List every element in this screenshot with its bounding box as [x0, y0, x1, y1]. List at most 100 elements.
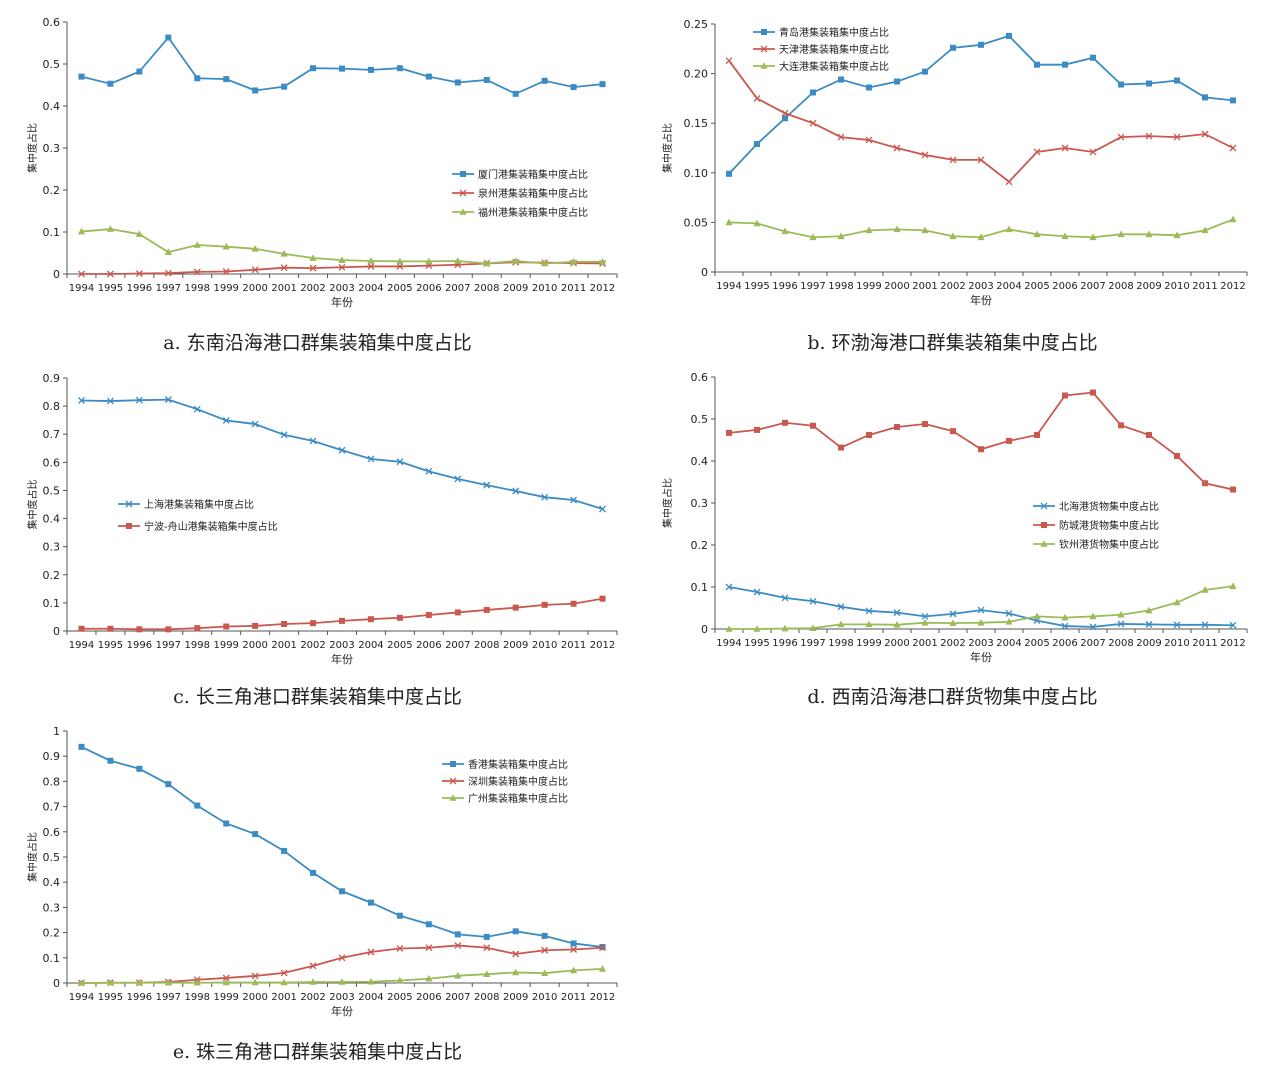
- data-point: [541, 77, 548, 84]
- data-point: [541, 946, 549, 954]
- data-point: [782, 115, 788, 122]
- x-tick-label: 1995: [744, 281, 769, 292]
- y-tick-label: 0.5: [43, 58, 61, 71]
- x-tick-label: 1995: [744, 638, 769, 649]
- data-point: [1174, 452, 1180, 459]
- data-point: [1173, 231, 1181, 239]
- data-point: [280, 264, 288, 272]
- x-tick-label: 1996: [772, 281, 797, 292]
- x-tick-label: 2000: [242, 992, 267, 1003]
- x-tick-label: 1994: [716, 281, 741, 292]
- y-tick-label: 0: [53, 977, 60, 990]
- data-point: [222, 974, 230, 982]
- data-point: [1173, 598, 1181, 606]
- data-point: [598, 965, 607, 972]
- data-point: [251, 266, 259, 274]
- x-tick-label: 2009: [1136, 281, 1161, 292]
- x-tick-label: 1999: [856, 281, 881, 292]
- x-tick-label: 2002: [940, 638, 965, 649]
- data-point: [165, 626, 172, 633]
- y-tick-label: 0.4: [43, 513, 61, 526]
- data-point: [193, 241, 201, 248]
- x-tick-label: 2006: [416, 640, 441, 651]
- data-point: [425, 611, 432, 618]
- data-point: [135, 978, 143, 986]
- line-chart-d: 0 0.1 0.2 0.3 0.4 0.5 0.6 1994 1995 1996 1997 1998 1…: [661, 371, 1248, 664]
- data-point: [809, 624, 817, 631]
- y-tick-label: 0.9: [43, 750, 61, 763]
- x-tick-label: 1997: [156, 283, 181, 294]
- x-tick-label: 2002: [300, 640, 325, 651]
- x-tick-label: 2004: [358, 640, 383, 651]
- chart-caption-b: b. 环渤海港口群集装箱集中度占比: [807, 332, 1098, 354]
- data-point: [165, 34, 172, 41]
- data-point: [135, 230, 143, 237]
- data-point: [223, 820, 230, 827]
- data-point: [753, 219, 761, 227]
- x-tick-label: 2010: [532, 283, 557, 294]
- data-point: [454, 475, 462, 483]
- y-tick-label: 0.1: [691, 581, 709, 594]
- legend-label: 广州集装箱集中度占比: [468, 792, 568, 805]
- data-point: [1146, 80, 1152, 87]
- x-tick-label: 2006: [1052, 281, 1077, 292]
- data-point: [837, 232, 845, 240]
- data-point: [1201, 586, 1209, 593]
- data-point: [396, 976, 404, 984]
- x-tick-label: 1997: [156, 992, 181, 1003]
- x-tick-label: 1995: [98, 640, 123, 651]
- data-point: [569, 966, 578, 974]
- legend-marker: [1040, 540, 1048, 547]
- data-point: [338, 263, 346, 271]
- data-point: [338, 446, 346, 454]
- data-point: [222, 416, 230, 424]
- data-point: [810, 89, 816, 96]
- legend-entry-3: 钦州港货物集中度占比: [1033, 538, 1159, 551]
- data-point: [251, 972, 259, 980]
- data-point: [1062, 392, 1068, 399]
- data-point: [977, 618, 985, 626]
- data-point: [1118, 81, 1124, 88]
- data-point: [1061, 144, 1069, 152]
- legend-marker: [126, 523, 132, 529]
- x-tick-label: 1995: [98, 992, 123, 1003]
- data-point: [1230, 486, 1236, 493]
- x-tick-label: 1996: [127, 640, 152, 651]
- x-tick-label: 2012: [1220, 281, 1245, 292]
- data-point: [570, 600, 577, 607]
- data-point: [512, 968, 520, 976]
- legend-label: 厦门港集装箱集中度占比: [478, 168, 588, 181]
- legend-label: 香港集装箱集中度占比: [468, 758, 568, 771]
- data-point: [838, 444, 844, 451]
- data-point: [338, 978, 346, 985]
- legend-marker: [761, 29, 767, 35]
- y-tick-label: 0.2: [691, 539, 709, 552]
- x-tick-label: 1998: [828, 638, 853, 649]
- data-point: [1173, 621, 1181, 629]
- series-3: [725, 215, 1237, 241]
- data-point: [949, 156, 957, 164]
- data-point: [599, 944, 606, 952]
- data-point: [106, 225, 115, 232]
- series-1: [78, 743, 606, 950]
- data-point: [367, 977, 375, 985]
- x-tick-label: 2003: [329, 283, 354, 294]
- data-point: [512, 928, 519, 935]
- legend-marker: [1041, 522, 1047, 528]
- data-point: [726, 170, 732, 177]
- legend-marker: [760, 45, 768, 53]
- data-point: [193, 268, 201, 276]
- x-tick-label: 2000: [242, 283, 267, 294]
- x-axis-label: 年份: [331, 652, 353, 666]
- data-point: [135, 270, 143, 278]
- x-tick-label: 2012: [590, 283, 615, 294]
- data-point: [483, 481, 491, 489]
- y-axis-label: 集中度占比: [26, 480, 39, 530]
- data-point: [1005, 225, 1013, 233]
- data-point: [280, 969, 288, 977]
- data-point: [222, 978, 230, 986]
- series-2: [725, 57, 1237, 186]
- data-point: [252, 622, 259, 629]
- x-tick-label: 2006: [416, 992, 441, 1003]
- chart-panel-e: 0 0.1 0.2 0.3 0.4 0.5 0.6 0.7 0.8 0.9 1 1994 1995 199…: [0, 715, 635, 1063]
